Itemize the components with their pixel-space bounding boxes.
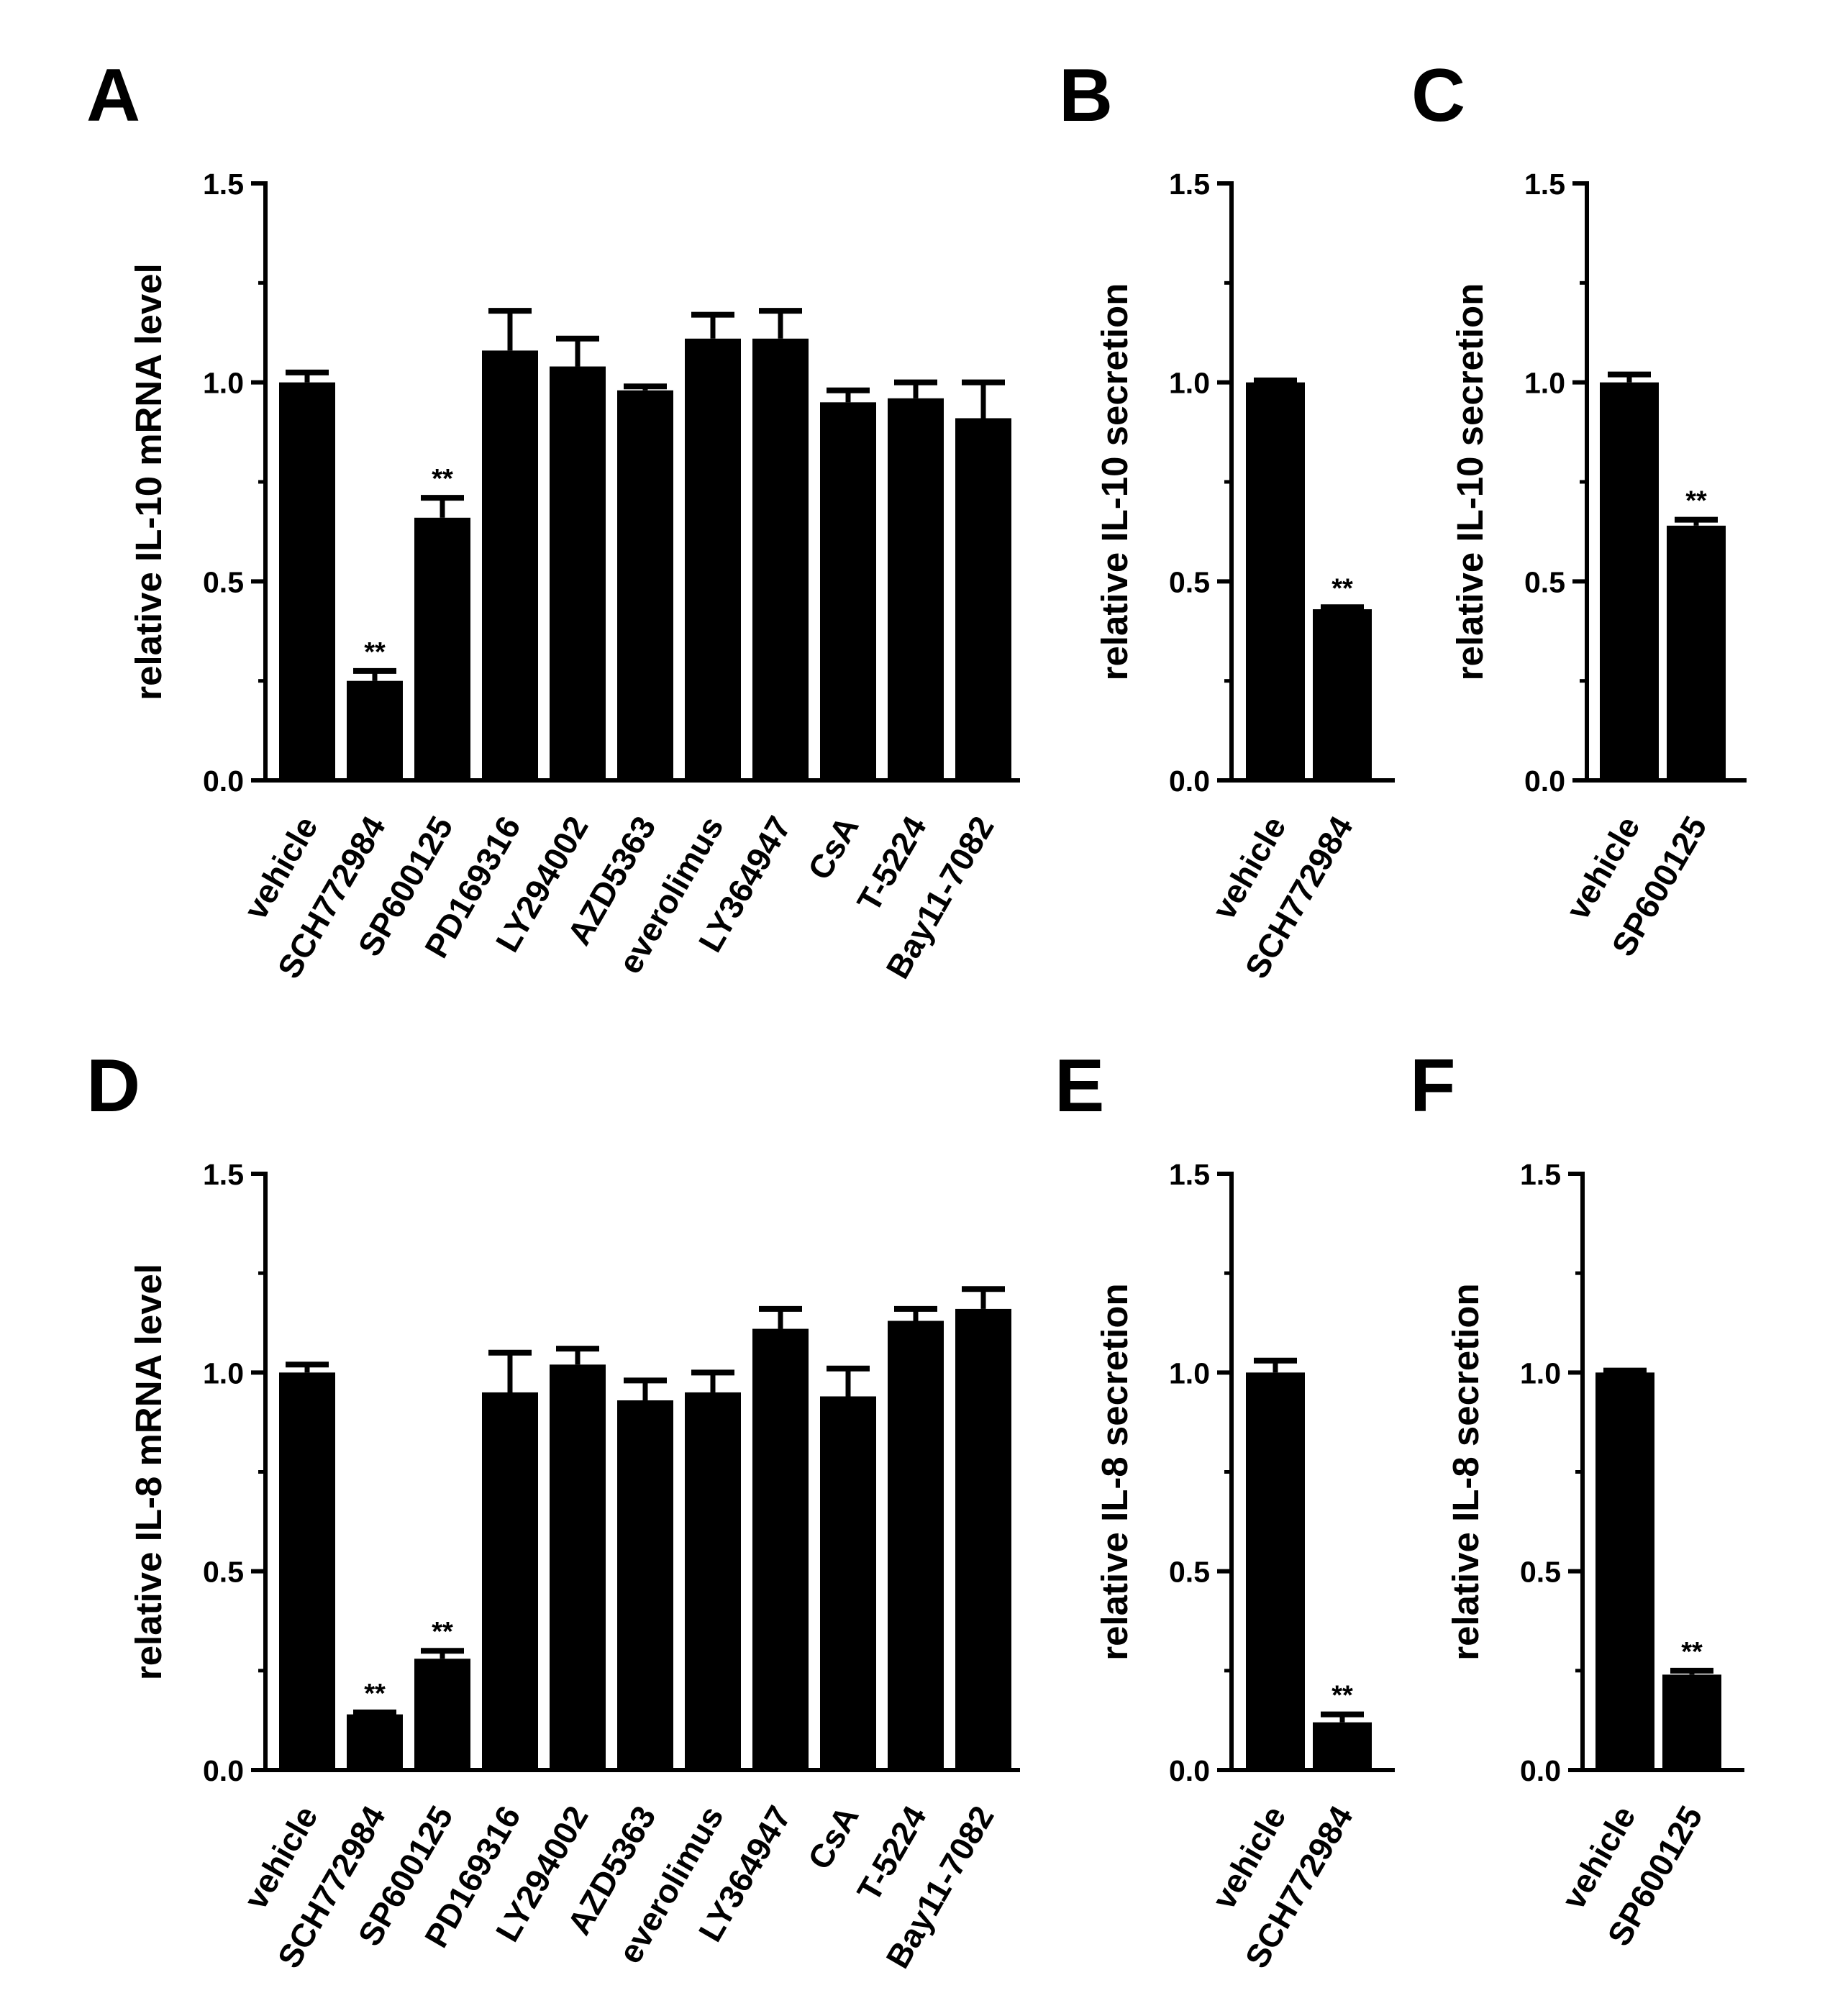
y-tick-label: 1.5 xyxy=(1520,1158,1561,1191)
x-category-label: CsA xyxy=(801,1800,866,1876)
bar xyxy=(955,418,1011,780)
significance-mark: ** xyxy=(432,1617,453,1647)
y-tick-label: 1.0 xyxy=(1524,367,1565,400)
bar xyxy=(617,390,673,780)
significance-mark: ** xyxy=(1331,573,1353,603)
y-axis-label: relative IL-10 secretion xyxy=(1449,283,1490,681)
bar xyxy=(752,1328,809,1770)
y-tick-label: 0.5 xyxy=(203,1556,244,1589)
bar xyxy=(617,1400,673,1770)
bar xyxy=(414,1659,470,1770)
bar xyxy=(752,338,809,780)
panel-letter: C xyxy=(1411,54,1465,137)
bar xyxy=(1246,382,1305,780)
y-axis-label: relative IL-8 secretion xyxy=(1445,1283,1486,1660)
bar xyxy=(347,1714,403,1770)
bar xyxy=(820,1396,876,1770)
y-tick-label: 0.5 xyxy=(1169,565,1210,598)
y-tick-label: 0.5 xyxy=(203,565,244,598)
y-tick-label: 1.5 xyxy=(203,168,244,201)
panel-letter: F xyxy=(1410,1044,1456,1128)
y-tick-label: 1.0 xyxy=(203,367,244,400)
bar xyxy=(685,1392,741,1770)
chart-panel-a: A ** ** 0.0 0.5 1.0 1.5 relative IL-10 mRNA lev… xyxy=(86,54,1020,985)
panel-letter: B xyxy=(1059,54,1113,137)
y-tick-label: 0.5 xyxy=(1524,565,1565,598)
bar xyxy=(1595,1372,1654,1770)
y-tick-label: 1.0 xyxy=(1169,367,1210,400)
bar xyxy=(482,350,538,780)
significance-mark: ** xyxy=(364,637,386,667)
bar xyxy=(482,1392,538,1770)
chart-panel-d: D ** ** 0.0 0.5 1.0 1.5 relative IL-8 mRNA leve… xyxy=(86,1044,1020,1974)
panel-letter: E xyxy=(1055,1044,1104,1128)
bar xyxy=(1667,525,1726,780)
bar xyxy=(550,1364,606,1770)
bar xyxy=(1600,382,1659,780)
y-tick-label: 0.0 xyxy=(203,1754,244,1787)
bar xyxy=(279,1372,335,1770)
y-tick-label: 0.0 xyxy=(1524,765,1565,798)
panel-letter: D xyxy=(86,1044,140,1128)
bar xyxy=(888,398,944,780)
significance-mark: ** xyxy=(1331,1681,1353,1711)
bar xyxy=(1246,1372,1305,1770)
significance-mark: ** xyxy=(364,1679,386,1709)
y-tick-label: 0.5 xyxy=(1520,1556,1561,1589)
bar xyxy=(888,1321,944,1770)
bar xyxy=(1662,1674,1721,1770)
bar xyxy=(1313,1722,1372,1770)
significance-mark: ** xyxy=(1685,486,1707,516)
y-axis-label: relative IL-8 secretion xyxy=(1094,1283,1135,1660)
y-tick-label: 1.0 xyxy=(1169,1356,1210,1390)
y-axis-label: relative IL-10 mRNA level xyxy=(128,263,169,701)
x-category-label: CsA xyxy=(801,810,866,886)
y-tick-label: 1.5 xyxy=(1524,168,1565,201)
bar xyxy=(550,366,606,780)
y-tick-label: 1.0 xyxy=(203,1356,244,1390)
y-tick-label: 0.5 xyxy=(1169,1556,1210,1589)
bar xyxy=(955,1308,1011,1770)
bar xyxy=(1313,609,1372,780)
y-axis-label: relative IL-10 secretion xyxy=(1094,283,1135,681)
y-tick-label: 0.0 xyxy=(1169,765,1210,798)
bar xyxy=(279,382,335,780)
y-tick-label: 0.0 xyxy=(203,765,244,798)
y-axis-label: relative IL-8 mRNA level xyxy=(128,1264,169,1680)
bar xyxy=(820,402,876,780)
y-tick-label: 0.0 xyxy=(1520,1754,1561,1787)
y-tick-label: 1.0 xyxy=(1520,1356,1561,1390)
y-tick-label: 1.5 xyxy=(203,1158,244,1191)
significance-mark: ** xyxy=(1681,1637,1703,1667)
y-tick-label: 0.0 xyxy=(1169,1754,1210,1787)
bar xyxy=(347,680,403,780)
bar xyxy=(414,517,470,780)
bar xyxy=(685,338,741,780)
significance-mark: ** xyxy=(432,464,453,494)
panel-letter: A xyxy=(86,54,140,137)
y-tick-label: 1.5 xyxy=(1169,1158,1210,1191)
y-tick-label: 1.5 xyxy=(1169,168,1210,201)
